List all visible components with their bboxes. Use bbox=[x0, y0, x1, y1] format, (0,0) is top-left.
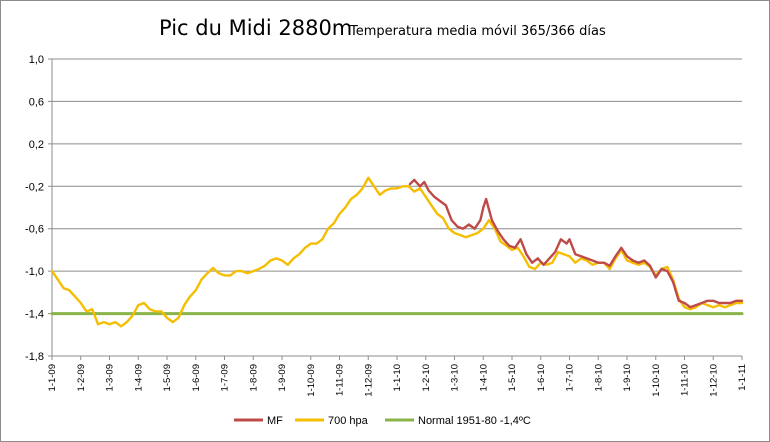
y-tick-label: -1,8 bbox=[25, 351, 44, 363]
x-tick-label: 1-6-10 bbox=[536, 364, 547, 391]
x-tick-label: 1-3-10 bbox=[450, 364, 461, 391]
chart-subtitle: Temperatura media móvil 365/366 días bbox=[349, 24, 606, 39]
y-tick-label: -1,4 bbox=[25, 309, 44, 321]
y-tick-label: -0,2 bbox=[25, 181, 44, 193]
x-tick-label: 1-10-10 bbox=[651, 364, 662, 397]
y-tick-label: -1,0 bbox=[25, 266, 44, 278]
chart-title: Pic du Midi 2880m bbox=[159, 16, 352, 40]
y-tick-label: 0,2 bbox=[29, 139, 44, 151]
x-tick-label: 1-10-09 bbox=[306, 364, 317, 397]
y-tick-label: 1,0 bbox=[29, 54, 44, 66]
y-tick-label: -0,6 bbox=[25, 224, 44, 236]
x-tick-label: 1-7-10 bbox=[565, 364, 576, 391]
legend-label-mf: MF bbox=[267, 415, 283, 427]
x-tick-label: 1-8-10 bbox=[593, 364, 604, 391]
x-tick-label: 1-12-10 bbox=[708, 364, 719, 397]
legend: MF 700 hpa Normal 1951-80 -1,4ºC bbox=[234, 415, 531, 427]
y-axis-ticks: 1,0 0,6 0,2 -0,2 -0,6 -1,0 -1,4 -1,8 bbox=[25, 54, 44, 363]
legend-label-700-hpa: 700 hpa bbox=[328, 415, 369, 427]
series-line-mf bbox=[408, 178, 744, 309]
series-lines bbox=[50, 176, 744, 328]
x-tick-label: 1-11-10 bbox=[680, 364, 691, 396]
x-tick-label: 1-12-09 bbox=[363, 364, 374, 397]
x-tick-label: 1-3-09 bbox=[105, 364, 116, 391]
y-tick-label: 0,6 bbox=[29, 96, 44, 108]
x-tick-label: 1-1-10 bbox=[392, 364, 403, 391]
x-tick-label: 1-6-09 bbox=[191, 364, 202, 391]
x-tick-label: 1-1-09 bbox=[47, 364, 58, 391]
legend-label-normal: Normal 1951-80 -1,4ºC bbox=[418, 415, 531, 427]
x-tick-label: 1-5-09 bbox=[162, 364, 173, 391]
x-tick-label: 1-7-09 bbox=[220, 364, 231, 391]
x-tick-label: 1-2-10 bbox=[421, 364, 432, 391]
x-tick-label: 1-1-11 bbox=[737, 364, 748, 391]
x-tick-label: 1-8-09 bbox=[248, 364, 259, 391]
x-tick-label: 1-9-10 bbox=[622, 364, 633, 391]
x-tick-label: 1-9-09 bbox=[277, 364, 288, 391]
axes bbox=[48, 58, 743, 360]
x-tick-label: 1-11-09 bbox=[335, 364, 346, 396]
series-line-700-hpa bbox=[50, 176, 744, 328]
x-axis-ticks: 1-1-09 1-2-09 1-3-09 1-4-09 1-5-09 1-6-09 1-7-… bbox=[47, 364, 748, 397]
x-tick-label: 1-2-09 bbox=[76, 364, 87, 391]
x-tick-label: 1-4-10 bbox=[478, 364, 489, 391]
x-tick-label: 1-4-09 bbox=[133, 364, 144, 391]
x-tick-label: 1-5-10 bbox=[507, 364, 518, 391]
